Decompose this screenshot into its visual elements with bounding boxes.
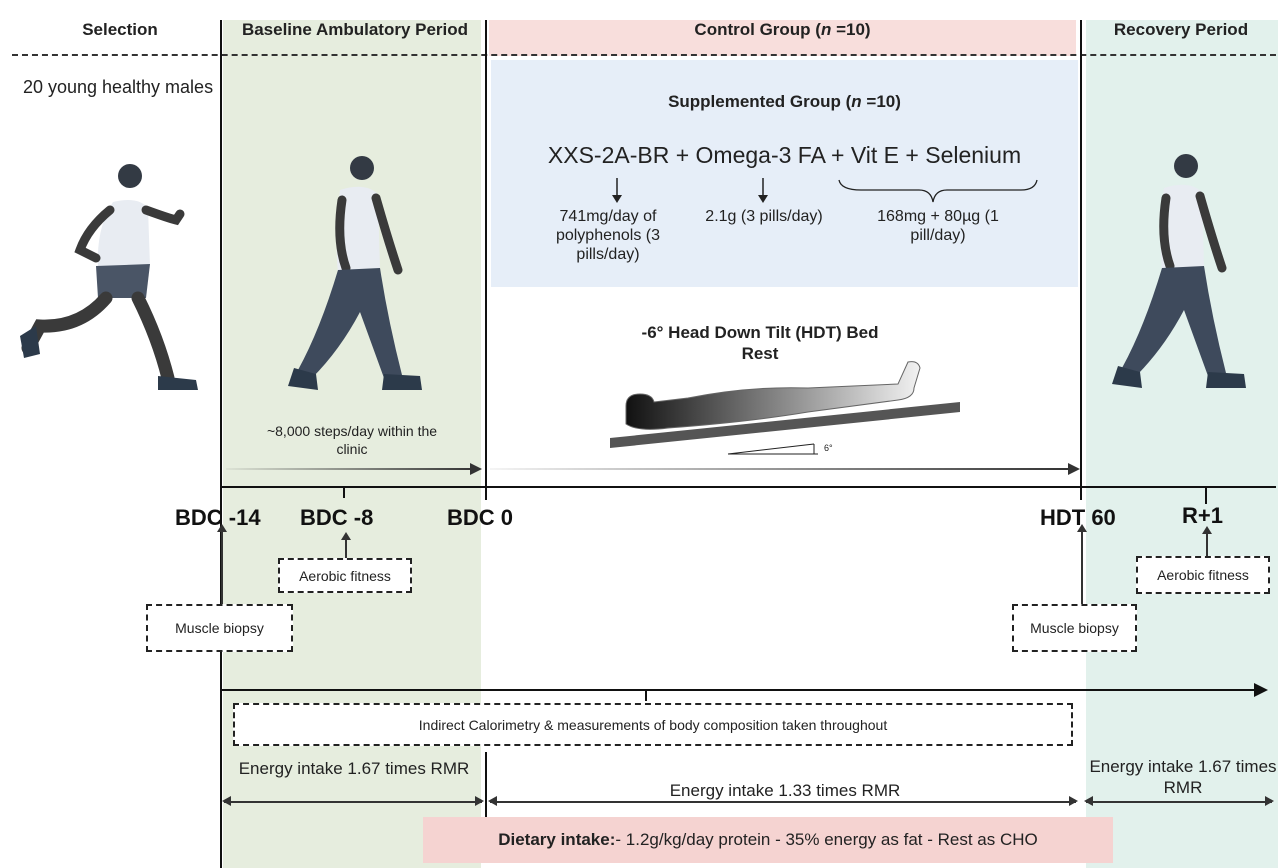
energy-recovery: Energy intake 1.67 times RMR — [1089, 757, 1277, 798]
timeline-recovery — [1086, 486, 1276, 504]
control-group-background — [489, 20, 1076, 56]
arrow-aerobic-r1 — [1202, 526, 1211, 556]
span-arrow-recovery — [1084, 797, 1274, 805]
divider-bdc0-lower — [485, 752, 487, 817]
header-selection: Selection — [82, 20, 158, 39]
arrow-aerobic-bdc8 — [341, 532, 350, 560]
supplement-title: Supplemented Group (n =10) — [668, 92, 901, 111]
supplement-formula: XXS-2A-BR + Omega-3 FA + Vit E + Seleniu… — [547, 142, 1022, 168]
divider-hdt60 — [1080, 20, 1082, 500]
supplement-group-background — [491, 60, 1078, 287]
dose-vite-selenium: 168mg + 80µg (1 pill/day) — [877, 208, 999, 245]
calorimetry-box: Indirect Calorimetry & measurements of b… — [233, 703, 1073, 746]
arrow-biopsy-bdc14 — [217, 524, 226, 650]
header-recovery: Recovery Period — [1113, 20, 1249, 39]
arrow-biopsy-hdt60 — [1077, 524, 1086, 650]
muscle-biopsy-box-bdc14: Muscle biopsy — [146, 604, 293, 652]
header-control-group: Control Group (n =10) — [694, 20, 871, 39]
dietary-intake-label: Dietary intake: — [498, 830, 616, 849]
header-divider — [12, 54, 1276, 56]
tilt-angle-icon — [727, 443, 818, 455]
timepoint-bdc8: BDC -8 — [300, 505, 374, 530]
tilt-angle-label: 6° — [824, 443, 833, 453]
steps-per-day: ~8,000 steps/day within the clinic — [266, 423, 438, 458]
aerobic-fitness-box-r1: Aerobic fitness — [1136, 556, 1270, 594]
energy-bedrest: Energy intake 1.33 times RMR — [669, 781, 901, 800]
timeline-lower — [220, 683, 1268, 701]
hdt-title: -6° Head Down Tilt (HDT) Bed Rest — [641, 323, 879, 364]
walking-man-icon-baseline — [288, 156, 422, 390]
walking-man-icon-recovery — [1112, 154, 1246, 388]
dietary-intake-text: - 1.2g/kg/day protein - 35% energy as fa… — [615, 830, 1038, 849]
dose-polyphenols: 741mg/day of polyphenols (3 pills/day) — [555, 208, 661, 264]
energy-baseline: Energy intake 1.67 times RMR — [238, 759, 470, 778]
lying-person-icon — [610, 361, 960, 448]
timepoint-r1: R+1 — [1182, 503, 1223, 528]
timeline-upper — [220, 463, 1088, 498]
divider-bdc14 — [220, 20, 222, 868]
divider-bdc0 — [485, 20, 487, 500]
span-arrow-bedrest — [488, 797, 1078, 805]
running-man-icon — [20, 164, 198, 390]
header-baseline: Baseline Ambulatory Period — [241, 20, 469, 39]
aerobic-fitness-box-bdc8: Aerobic fitness — [278, 558, 412, 593]
supplement-arrows — [612, 178, 1038, 203]
selection-description: 20 young healthy males — [22, 77, 214, 97]
dose-omega3: 2.1g (3 pills/day) — [705, 208, 823, 225]
dietary-intake-banner: Dietary intake: - 1.2g/kg/day protein - … — [423, 817, 1113, 863]
timepoint-bdc0: BDC 0 — [447, 505, 514, 530]
muscle-biopsy-box-hdt60: Muscle biopsy — [1012, 604, 1137, 652]
span-arrow-baseline — [222, 797, 484, 805]
